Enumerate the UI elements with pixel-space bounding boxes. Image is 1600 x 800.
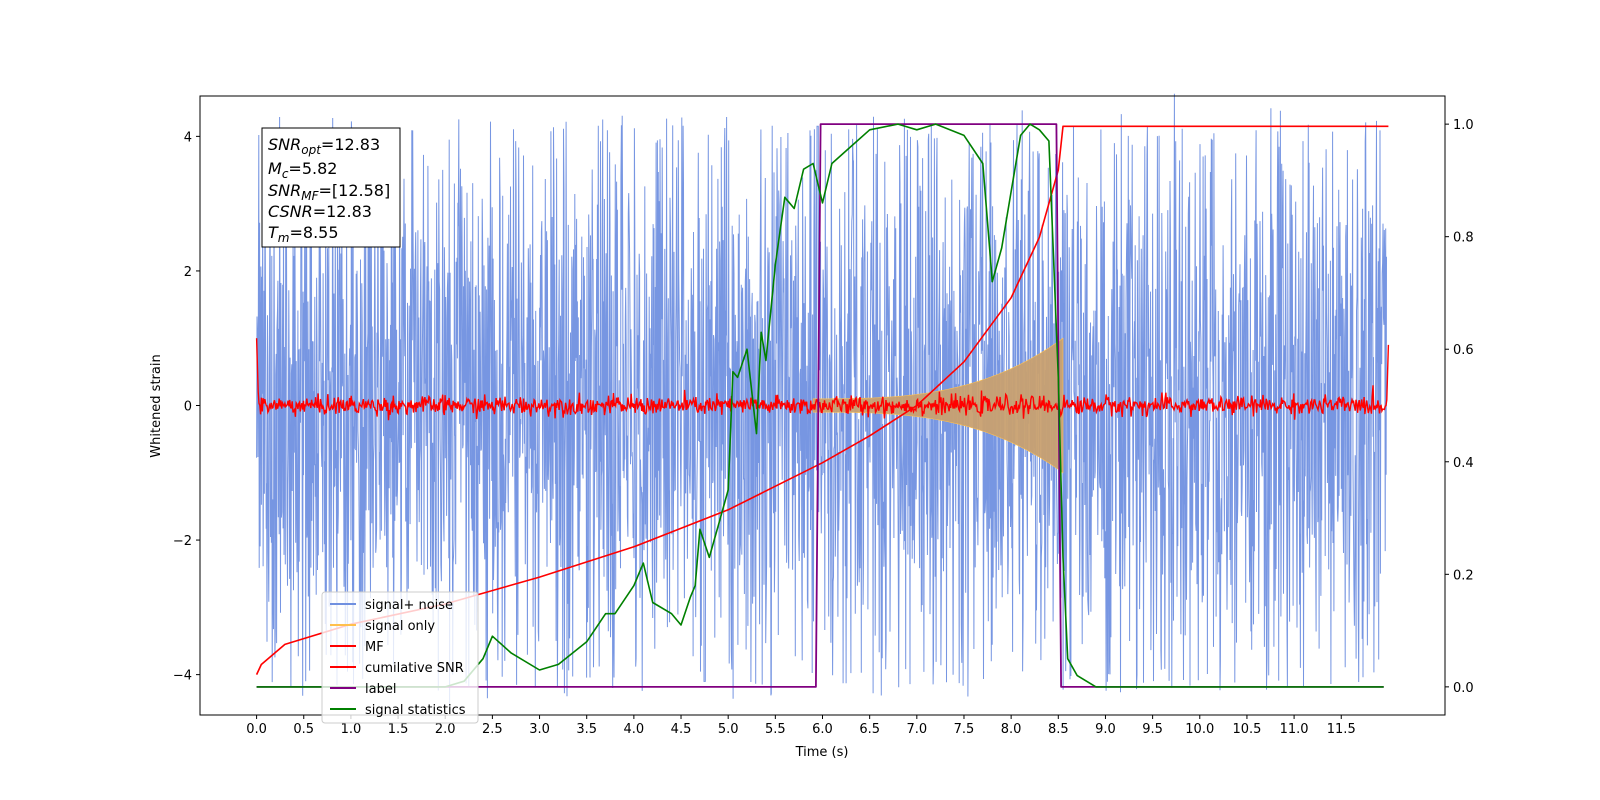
x-tick-label: 1.0 — [341, 722, 362, 737]
x-axis-label: Time (s) — [795, 745, 849, 760]
legend-label-label: label — [365, 682, 396, 697]
y-axis-label: Whitened strain — [149, 354, 164, 457]
x-tick-label: 5.5 — [765, 722, 786, 737]
x-tick-label: 7.0 — [906, 722, 927, 737]
x-tick-label: 6.0 — [812, 722, 833, 737]
series-mf-line — [255, 338, 1390, 421]
y2-tick-label: 0.4 — [1453, 456, 1474, 471]
y-tick-label: 2 — [184, 265, 192, 280]
x-tick-label: 4.5 — [671, 722, 692, 737]
y2-tick-label: 0.2 — [1453, 568, 1474, 583]
legend-label-signal-statistics: signal statistics — [365, 703, 466, 718]
x-tick-label: 9.5 — [1142, 722, 1163, 737]
y-tick-label: 0 — [184, 400, 192, 415]
legend: signal+ noise signal only MF cumilative … — [321, 591, 479, 724]
annotation-snr-opt: SNRopt=12.83 — [268, 135, 380, 157]
x-tick-label: 0.5 — [293, 722, 314, 737]
x-tick-label: 3.0 — [529, 722, 550, 737]
y-tick-label: 4 — [184, 130, 192, 145]
y-tick-label: −4 — [173, 669, 192, 684]
x-tick-label: 5.0 — [718, 722, 739, 737]
annotation-box: SNRopt=12.83 Mc=5.82 SNRMF=[12.58] CSNR=… — [261, 127, 401, 248]
series-signal-statistics-line — [256, 123, 1384, 688]
x-tick-label: 9.0 — [1095, 722, 1116, 737]
y2-tick-label: 0.6 — [1453, 343, 1474, 358]
annotation-tm: Tm=8.55 — [268, 223, 339, 245]
x-tick-label: 2.0 — [435, 722, 456, 737]
axes-layer: 0.0 0.5 1.0 1.5 2.0 2.5 3.0 3.5 4.0 4.5 5.0 5.5 6.0 6… — [173, 118, 1474, 737]
annotation-csnr: CSNR=12.83 — [268, 202, 372, 221]
legend-label-signal-only: signal only — [365, 619, 435, 634]
series-signal-noise-line — [256, 93, 1387, 708]
annotation-snr-mf: SNRMF=[12.58] — [268, 181, 390, 203]
x-tick-label: 10.5 — [1232, 722, 1261, 737]
x-tick-label: 8.0 — [1001, 722, 1022, 737]
legend-frame — [321, 591, 479, 724]
x-tick-label: 11.5 — [1327, 722, 1356, 737]
y-tick-label: −2 — [173, 534, 192, 549]
y2-tick-label: 0.8 — [1453, 231, 1474, 246]
x-tick-label: 8.5 — [1048, 722, 1069, 737]
annotation-mc: Mc=5.82 — [268, 159, 337, 181]
x-tick-label: 7.5 — [954, 722, 975, 737]
x-tick-label: 10.0 — [1185, 722, 1214, 737]
x-tick-label: 4.0 — [624, 722, 645, 737]
x-tick-label: 3.5 — [576, 722, 597, 737]
y2-tick-label: 0.0 — [1453, 681, 1474, 696]
legend-label-cumulative-snr: cumilative SNR — [365, 661, 464, 676]
x-tick-label: 0.0 — [246, 722, 267, 737]
x-tick-label: 2.5 — [482, 722, 503, 737]
y2-tick-label: 1.0 — [1453, 118, 1474, 133]
legend-label-mf: MF — [365, 640, 384, 655]
x-tick-label: 6.5 — [859, 722, 880, 737]
annotation-frame — [261, 127, 401, 248]
x-tick-label: 11.0 — [1280, 722, 1309, 737]
x-tick-label: 1.5 — [388, 722, 409, 737]
legend-label-signal-noise: signal+ noise — [365, 598, 453, 613]
